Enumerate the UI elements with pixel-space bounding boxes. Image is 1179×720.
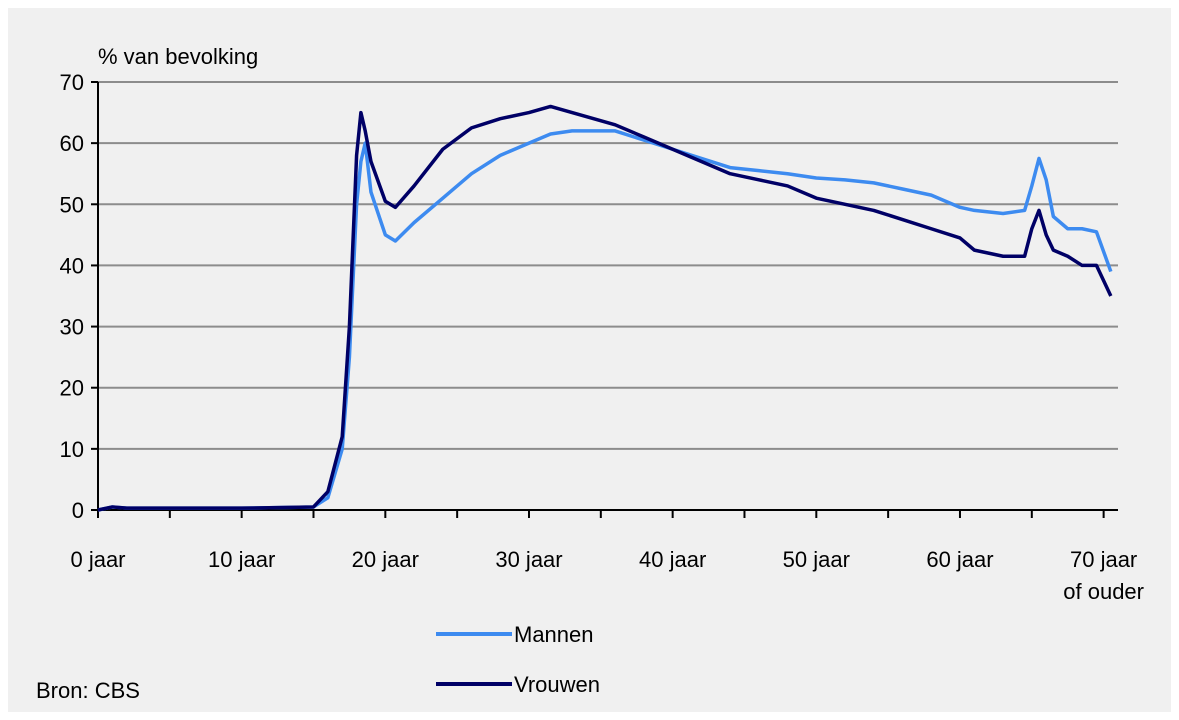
y-tick-label: 0 [72, 498, 84, 523]
y-tick-label: 30 [60, 315, 84, 340]
y-tick-label: 70 [60, 70, 84, 95]
x-tick-label: 60 jaar [926, 547, 993, 572]
y-axis-label: % van bevolking [98, 44, 258, 69]
x-tick-label: 0 jaar [70, 547, 125, 572]
series-line [97, 104, 1113, 512]
source: Bron: CBS [36, 678, 140, 703]
legend-label: Mannen [514, 622, 594, 647]
x-tick-label: 50 jaar [783, 547, 850, 572]
y-tick-label: 60 [60, 131, 84, 156]
x-tick-label: 20 jaar [352, 547, 419, 572]
x-tick-label: 40 jaar [639, 547, 706, 572]
x-tick-label: 30 jaar [495, 547, 562, 572]
x-tick-label: 70 jaar of ouder [1063, 547, 1144, 604]
x-tick-label: 10 jaar [208, 547, 275, 572]
y-tick-label: 10 [60, 437, 84, 462]
y-tick-label: 20 [60, 376, 84, 401]
y-tick-label: 50 [60, 192, 84, 217]
y-tick-label: 40 [60, 253, 84, 278]
legend-label: Vrouwen [514, 672, 600, 697]
chart-background [8, 8, 1171, 712]
